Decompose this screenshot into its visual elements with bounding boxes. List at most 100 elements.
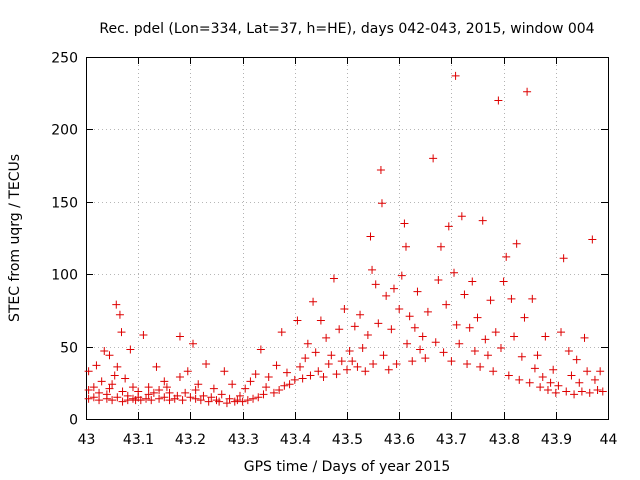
data-point [311,348,320,357]
data-point [366,232,375,241]
data-point [494,96,503,105]
data-point [191,386,200,395]
data-point [147,396,156,405]
data-point [202,359,211,368]
data-point [468,277,477,286]
data-point [470,346,479,355]
data-point [452,320,461,329]
data-point [590,375,599,384]
data-point [118,397,127,406]
data-point [588,235,597,244]
data-point [384,365,393,374]
data-point [598,387,607,396]
data-point [89,393,98,402]
data-point [238,397,247,406]
data-point [473,313,482,322]
data-point [596,367,605,376]
data-point [517,352,526,361]
data-point [392,359,401,368]
data-point [583,367,592,376]
data-point [97,377,106,386]
data-point [447,357,456,366]
data-point [285,380,294,389]
data-point [272,361,281,370]
data-point [512,239,521,248]
y-tick-labels: 0 50 100 150 200 250 [51,51,78,429]
data-point [397,271,406,280]
data-point [510,332,519,341]
data-point [434,275,443,284]
x-tick-label: 43.8 [489,432,520,448]
data-point [451,71,460,80]
data-point [316,316,325,325]
data-point [262,383,271,392]
data-point [222,399,231,408]
y-tick-label: 50 [60,341,78,357]
data-point [118,387,127,396]
x-tick-label: 44 [600,432,618,448]
data-point [115,310,124,319]
data-point [562,387,571,396]
x-tick-label: 43.4 [280,432,311,448]
data-point [343,365,351,374]
data-point [136,396,145,405]
data-point [293,316,302,325]
data-point [570,390,579,399]
data-point [408,357,417,366]
data-point [215,397,224,406]
data-point [439,348,448,357]
data-point [395,304,404,313]
data-point [376,165,385,174]
grid-lines [86,57,608,419]
data-point [559,254,568,263]
data-point [564,346,573,355]
data-point [220,367,229,376]
data-point [217,390,226,399]
data-point [567,371,576,380]
data-point [489,367,498,376]
x-tick-labels: 43 43.1 43.2 43.3 43.4 43.5 43.6 43.7 43.8 43.9 44 [78,432,618,448]
x-tick-label: 43.9 [541,432,572,448]
data-point [549,365,558,374]
data-point [551,388,560,397]
data-point [207,393,216,402]
data-point [442,300,451,309]
data-points [84,71,607,408]
data-point [327,351,336,360]
data-point [84,367,93,376]
data-point [496,344,505,353]
data-point [319,373,328,382]
data-point [298,374,307,383]
data-point [178,396,187,405]
data-point [121,374,130,383]
data-point [387,325,396,334]
data-point [102,390,111,399]
data-point [421,354,430,363]
data-point [460,290,469,299]
data-point [431,338,440,347]
y-tick-label: 0 [69,413,78,429]
y-tick-label: 100 [51,268,78,284]
data-point [92,361,101,370]
data-point [538,373,547,382]
data-point [377,199,386,208]
data-point [525,378,534,387]
data-point [95,396,104,405]
x-tick-label: 43.6 [384,432,415,448]
data-point [486,296,495,305]
data-point [277,328,286,337]
data-point [457,212,466,221]
data-point [105,384,114,393]
data-point [175,332,184,341]
data-point [113,362,122,371]
y-axis-label: STEC from uqrg / TECUs [7,154,23,322]
data-point [401,242,410,251]
data-point [259,390,268,399]
data-point [89,383,98,392]
data-point [181,388,190,397]
data-point [173,391,182,400]
chart-title: Rec. pdel (Lon=334, Lat=37, h=HE), days … [99,21,594,37]
data-point [209,384,218,393]
data-point [117,328,126,337]
